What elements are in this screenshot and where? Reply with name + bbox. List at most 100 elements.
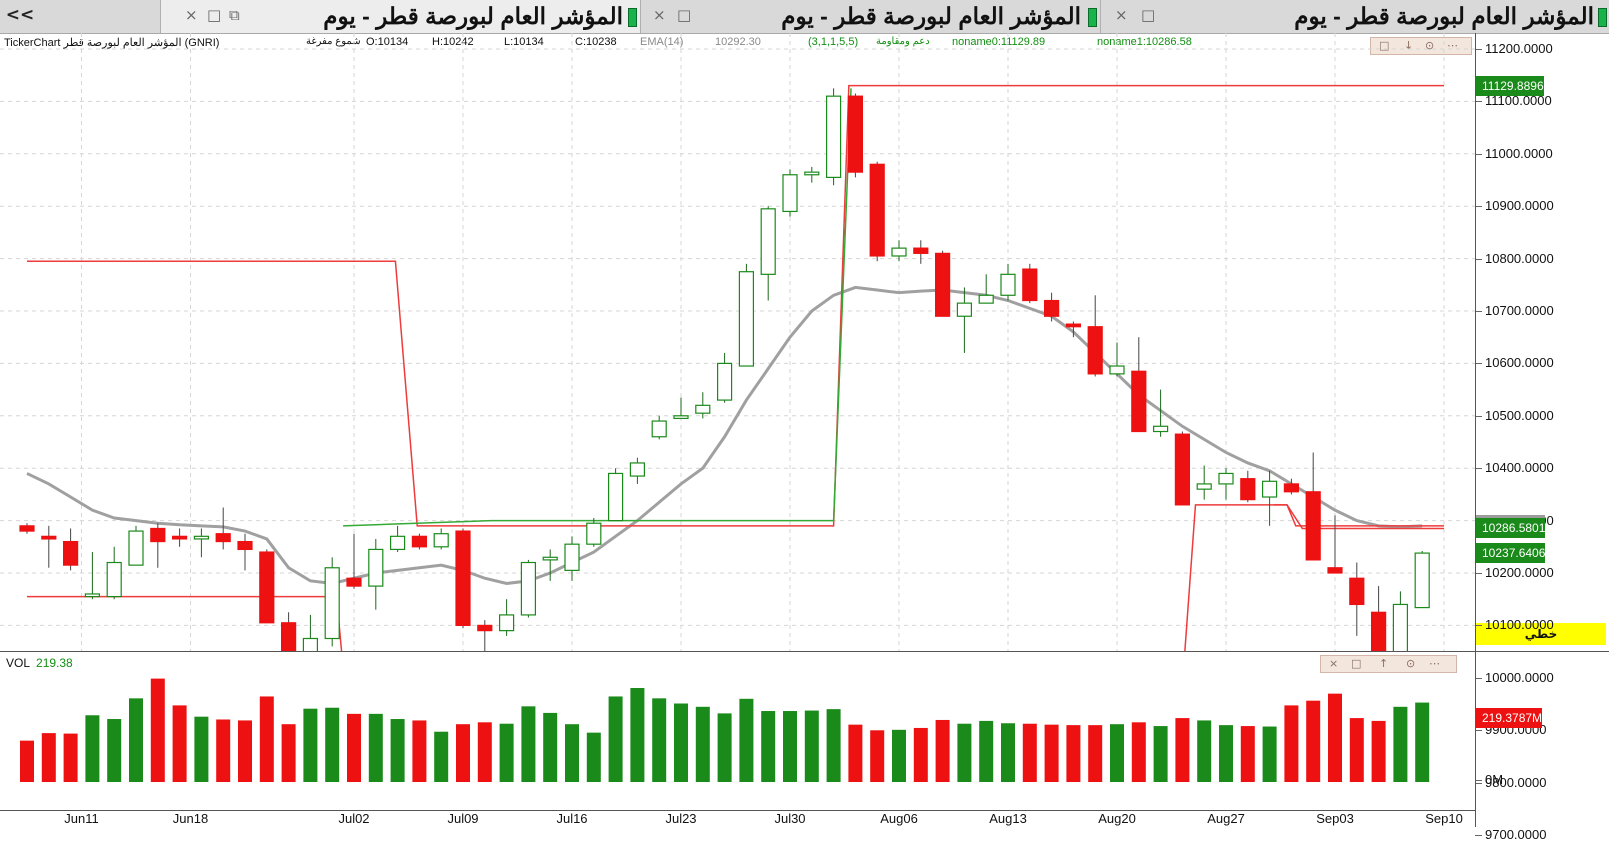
volume-bar [172, 705, 187, 782]
tab-chart-1[interactable]: × □ ⧉ المؤشر العام لبورصة قطر - يوم [160, 0, 641, 33]
price-chart[interactable] [0, 33, 1475, 652]
pane-divider[interactable] [0, 651, 1609, 652]
candle-body [738, 271, 755, 367]
volume-bar [1240, 726, 1255, 782]
close-icon[interactable]: × [1115, 6, 1128, 24]
candle [520, 559, 537, 618]
candle-body [782, 174, 798, 213]
volume-bar [238, 720, 252, 782]
tab-title: المؤشر العام لبورصة قطر - يوم [323, 3, 623, 29]
price-tick-label: 10500.0000 [1485, 407, 1554, 423]
candle-body [804, 171, 820, 176]
maximize-icon[interactable]: □ [1351, 657, 1362, 670]
candle [1000, 263, 1016, 301]
volume-bar [1306, 700, 1321, 782]
candle-body [106, 561, 122, 598]
move-down-icon[interactable]: ↓ [1404, 39, 1414, 52]
close-icon[interactable]: × [185, 6, 198, 24]
close-icon[interactable]: × [1329, 657, 1339, 670]
candle-body [62, 540, 79, 566]
price-tick-label: 9800.0000 [1485, 774, 1547, 790]
volume-bar [85, 715, 100, 782]
more-icon[interactable]: ⋯ [1429, 657, 1440, 670]
price-tick [1475, 625, 1482, 627]
candle [302, 614, 318, 652]
candle-body [1240, 478, 1256, 501]
volume-bar [1044, 724, 1059, 782]
volume-bar [390, 719, 405, 782]
candle-body [215, 533, 231, 543]
volume-bar [892, 729, 906, 782]
tab-chart-3[interactable]: × □ المؤشر العام لبورصة قطر - يوم [1100, 0, 1609, 33]
chart-style: شموع مفرغة [306, 36, 361, 47]
price-tick [1475, 311, 1482, 312]
candle-body [934, 252, 951, 317]
restore-icon[interactable]: □ [677, 6, 692, 24]
popout-icon[interactable]: ⧉ [229, 6, 240, 24]
maximize-icon[interactable]: □ [1379, 39, 1390, 52]
candle [1327, 515, 1343, 574]
settings-icon[interactable]: ⊙ [1406, 657, 1416, 670]
volume-bar [1349, 718, 1364, 782]
candle [237, 533, 253, 571]
tab-chart-2[interactable]: × □ المؤشر العام لبورصة قطر - يوم [640, 0, 1101, 33]
close-icon[interactable]: × [653, 6, 666, 24]
candle-body [1196, 483, 1212, 490]
volume-bar [979, 720, 994, 782]
volume-bar [325, 707, 340, 782]
close-value: C:10238 [575, 36, 617, 48]
candle-body [1414, 552, 1430, 609]
volume-bar [826, 709, 841, 782]
ema-value: 10292.30 [715, 36, 761, 48]
ema-label: EMA(14) [640, 36, 684, 48]
price-tick [1475, 677, 1482, 679]
volume-bar [259, 696, 274, 782]
time-axis[interactable] [0, 810, 1475, 828]
candle [324, 557, 340, 647]
volume-bar [674, 703, 688, 782]
settings-icon[interactable]: ⊙ [1425, 39, 1435, 52]
candle-body [41, 535, 57, 540]
candle-body [346, 577, 362, 587]
candle-body [1349, 577, 1365, 606]
volume-bar [1066, 725, 1081, 782]
candle [738, 263, 755, 367]
candle-body [281, 622, 297, 652]
candle [1065, 321, 1082, 338]
volume-bar [477, 722, 492, 782]
volume-axis[interactable]: 219.3787M 0M [1475, 652, 1609, 827]
candle [1087, 295, 1103, 377]
collapse-tabs-button[interactable]: << [5, 5, 35, 25]
candle [804, 166, 820, 183]
candle [1261, 470, 1278, 526]
candle-body [433, 533, 449, 548]
time-axis-label: Jul30 [774, 811, 806, 826]
price-badge: 10237.6406 [1476, 543, 1546, 564]
price-tick-label: 10100.0000 [1485, 617, 1554, 633]
candle [673, 397, 689, 420]
volume-bar [543, 712, 558, 782]
price-tick [1475, 835, 1482, 836]
candle [1131, 337, 1147, 433]
restore-icon[interactable]: □ [207, 6, 222, 24]
candle [281, 612, 297, 652]
candle [542, 549, 558, 581]
volume-bar [630, 688, 645, 782]
more-icon[interactable]: ⋯ [1447, 39, 1458, 52]
move-up-icon[interactable]: ↑ [1379, 657, 1389, 670]
volume-bar [521, 706, 536, 782]
candle [1414, 550, 1430, 609]
scale-mode-badge[interactable]: خطي [1476, 623, 1606, 645]
volume-badge: 219.3787M [1476, 708, 1543, 728]
volume-chart[interactable] [0, 652, 1475, 810]
candle [782, 169, 798, 217]
volume-bar [1153, 726, 1168, 782]
volume-bar [1197, 720, 1212, 782]
price-tick [1475, 363, 1482, 365]
candle-body [1261, 480, 1278, 498]
volume-bar [194, 716, 209, 782]
restore-icon[interactable]: □ [1141, 6, 1156, 24]
price-axis[interactable]: خطي 11200.0000 11100.0000 11000.0000 10900.… [1475, 33, 1609, 842]
support-line-green [343, 88, 852, 527]
time-axis-label: Jun11 [64, 811, 99, 826]
